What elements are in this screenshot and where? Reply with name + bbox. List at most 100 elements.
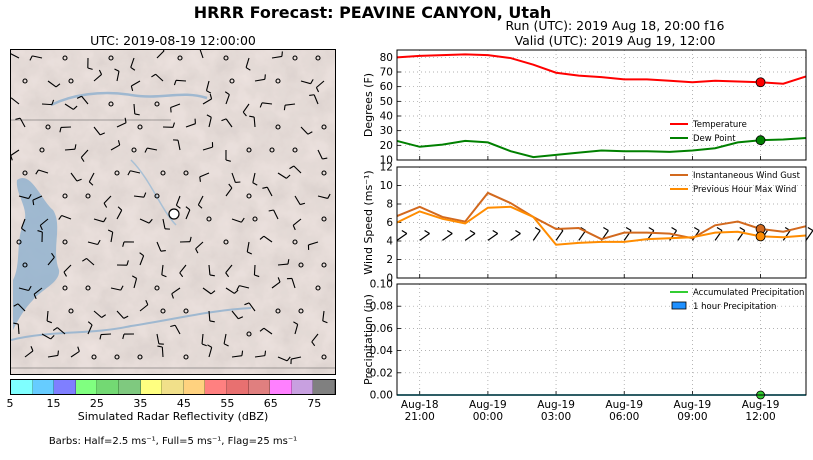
wind-barb-feather bbox=[46, 320, 52, 324]
calm-wind-marker bbox=[315, 285, 321, 291]
colorbar-swatch bbox=[248, 380, 271, 394]
calm-wind-marker bbox=[292, 239, 298, 245]
wind-barb bbox=[231, 218, 242, 223]
wind-barb-feather bbox=[299, 202, 306, 206]
colorbar-tick-label: 5 bbox=[6, 397, 14, 410]
wind-barb-feather bbox=[162, 50, 165, 52]
wind-barb bbox=[294, 195, 301, 205]
y-tick-label: 50 bbox=[380, 96, 393, 108]
calm-wind-marker bbox=[252, 216, 258, 222]
wind-barb bbox=[253, 116, 256, 128]
wind-barb bbox=[156, 50, 165, 59]
wind-barb bbox=[202, 146, 213, 151]
plot-frame bbox=[396, 166, 807, 279]
calm-wind-marker bbox=[62, 55, 68, 61]
wind-barb-feather bbox=[224, 91, 230, 96]
wind-barb bbox=[41, 103, 53, 106]
wind-barb bbox=[175, 195, 181, 206]
calm-wind-marker bbox=[154, 193, 160, 199]
wind-barb bbox=[93, 126, 101, 136]
plot-area bbox=[397, 50, 806, 160]
wind-barb-feather bbox=[259, 102, 263, 108]
y-tick-label: 6 bbox=[386, 217, 393, 229]
wind-barb-feather bbox=[126, 260, 129, 266]
wind-barb-feather bbox=[739, 227, 746, 232]
wind-barb bbox=[271, 281, 281, 289]
wind-barb bbox=[87, 324, 93, 335]
colorbar-tick-label: 75 bbox=[307, 397, 322, 410]
wind-barb-feather bbox=[76, 95, 82, 99]
wind-barb-feather bbox=[259, 235, 265, 240]
wind-barb bbox=[273, 209, 279, 220]
wind-barb bbox=[225, 94, 230, 105]
wind-barb-feather bbox=[11, 155, 13, 161]
calm-wind-marker bbox=[275, 124, 281, 130]
wind-barb-feather bbox=[35, 169, 39, 175]
y-tick-label: 30 bbox=[380, 125, 393, 137]
wind-barb-feather bbox=[289, 165, 295, 170]
calm-wind-marker bbox=[275, 78, 281, 84]
wind-barb-feather bbox=[234, 289, 239, 294]
y-tick-label: 60 bbox=[380, 81, 393, 93]
wind-barb-feather bbox=[603, 227, 609, 232]
calm-wind-marker bbox=[246, 193, 252, 199]
wind-barb bbox=[487, 233, 499, 241]
legend-label: Previous Hour Max Wind bbox=[693, 185, 796, 195]
wind-barb bbox=[116, 310, 125, 319]
wind-barb bbox=[20, 218, 26, 229]
wind-barb-feather bbox=[57, 350, 59, 356]
wind-barb-feather bbox=[492, 229, 499, 235]
colorbar-label: Simulated Radar Reflectivity (dBZ) bbox=[77, 410, 269, 423]
wind-barb-feather bbox=[122, 333, 125, 340]
wind-barb bbox=[47, 80, 57, 88]
wind-barb bbox=[223, 333, 227, 344]
wind-barb bbox=[202, 287, 212, 295]
wind-barb-feather bbox=[209, 93, 213, 100]
y-tick-label: 0 bbox=[386, 273, 393, 285]
y-tick-label: 0.00 bbox=[370, 390, 393, 402]
colorbar-swatch bbox=[118, 380, 141, 394]
calm-wind-marker bbox=[62, 193, 68, 199]
wind-barb-feather bbox=[244, 302, 250, 306]
wind-barb-feather bbox=[76, 178, 82, 182]
wind-barb bbox=[225, 287, 235, 294]
wind-barb-feather bbox=[131, 275, 137, 279]
wind-barb bbox=[116, 122, 127, 128]
calm-wind-marker bbox=[39, 147, 45, 153]
y-tick-label: 20 bbox=[380, 140, 393, 152]
wind-barb bbox=[70, 351, 80, 358]
calm-wind-marker bbox=[298, 308, 304, 314]
wind-barb bbox=[300, 126, 309, 135]
x-tick-label: Aug-19 bbox=[605, 399, 643, 411]
wind-barb bbox=[64, 148, 76, 151]
wind-barb bbox=[155, 73, 164, 82]
wind-barb-feather bbox=[716, 227, 723, 232]
current-time-marker bbox=[755, 231, 766, 242]
plot-frame bbox=[396, 283, 807, 396]
wind-barb-feather bbox=[292, 225, 296, 231]
wind-barb bbox=[291, 278, 296, 289]
wind-barb-feather bbox=[144, 147, 148, 153]
wind-barb bbox=[162, 218, 166, 229]
wind-barb-feather bbox=[206, 90, 212, 94]
calm-wind-marker bbox=[154, 285, 160, 291]
x-tick-label: 06:00 bbox=[609, 411, 639, 423]
wind-barb bbox=[88, 172, 95, 183]
wind-barb bbox=[293, 165, 302, 174]
wind-barb-feather bbox=[287, 259, 290, 265]
wind-barb-feather bbox=[127, 170, 131, 176]
wind-barb-feather bbox=[206, 114, 212, 118]
wind-barb-feather bbox=[307, 131, 313, 135]
wind-barb-feather bbox=[238, 316, 244, 320]
wind-barb-feather bbox=[120, 285, 124, 291]
calm-wind-marker bbox=[183, 308, 189, 314]
x-tick-label: 12:00 bbox=[745, 411, 775, 423]
legend-label: Temperature bbox=[692, 120, 747, 130]
wind-barb-feather bbox=[73, 105, 78, 110]
wind-barb-feather bbox=[145, 299, 149, 305]
wind-barb-feather bbox=[13, 303, 19, 307]
wind-barb-feather bbox=[98, 69, 103, 75]
wind-barb-feather bbox=[63, 271, 67, 277]
calm-wind-marker bbox=[131, 147, 137, 153]
chart-panel-2: 0 2 4 6 8 10 12 Wind Speed (ms⁻¹) Instantaneous … bbox=[362, 162, 813, 285]
